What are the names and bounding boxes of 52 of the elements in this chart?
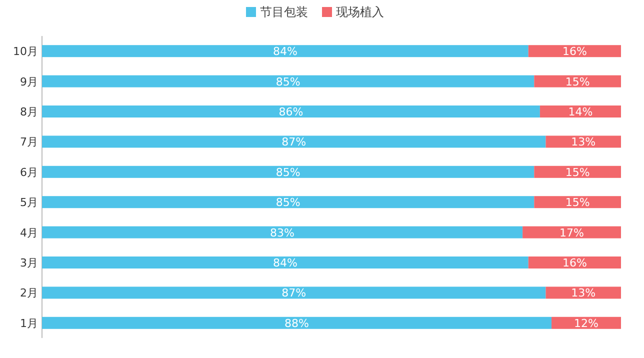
bar <box>552 316 621 329</box>
bar <box>522 226 621 238</box>
data-label: 13% <box>571 136 596 149</box>
legend-label: 节目包装 <box>260 5 308 19</box>
bar <box>42 166 534 178</box>
data-label: 85% <box>276 196 300 210</box>
bar <box>42 316 552 329</box>
data-label: 14% <box>568 106 593 118</box>
bar <box>534 75 621 88</box>
data-label: 17% <box>560 226 584 240</box>
data-label: 12% <box>574 316 598 330</box>
data-label: 86% <box>278 106 304 118</box>
data-label: 16% <box>562 45 587 58</box>
data-label: 88% <box>284 316 309 330</box>
data-label: 84% <box>272 256 298 270</box>
y-tick-label: 4月 <box>20 226 38 240</box>
data-label: 15% <box>565 196 590 210</box>
data-label: 83% <box>270 226 295 240</box>
data-label: 85% <box>276 166 300 179</box>
bar <box>534 166 621 178</box>
bar <box>42 106 540 118</box>
y-tick-label: 6月 <box>20 166 38 179</box>
bar <box>42 45 528 58</box>
legend-label: 现场植入 <box>336 5 384 19</box>
y-tick-label: 7月 <box>20 136 38 149</box>
data-label: 13% <box>571 286 596 300</box>
bar <box>42 196 534 208</box>
y-tick-label: 8月 <box>20 106 38 118</box>
bar <box>546 286 621 299</box>
bar <box>534 196 621 208</box>
bar <box>546 136 621 148</box>
bar <box>42 136 546 148</box>
bar <box>42 256 528 268</box>
data-label: 87% <box>282 136 306 149</box>
bar <box>540 106 621 118</box>
y-tick-label: 9月 <box>20 75 38 88</box>
bar <box>528 256 621 268</box>
data-label: 84% <box>272 45 298 58</box>
y-tick-label: 10月 <box>13 45 38 58</box>
data-label: 85% <box>276 75 300 88</box>
data-label: 15% <box>565 75 590 88</box>
y-tick-label: 5月 <box>20 196 38 210</box>
data-label: 15% <box>565 166 590 179</box>
y-tick-label: 1月 <box>20 316 38 330</box>
bar <box>42 286 546 299</box>
y-tick-label: 2月 <box>20 286 38 300</box>
data-label: 87% <box>282 286 306 300</box>
bar <box>528 45 621 58</box>
y-tick-label: 3月 <box>20 256 38 270</box>
bar <box>42 75 534 88</box>
bar <box>42 226 523 238</box>
data-label: 16% <box>562 256 587 270</box>
